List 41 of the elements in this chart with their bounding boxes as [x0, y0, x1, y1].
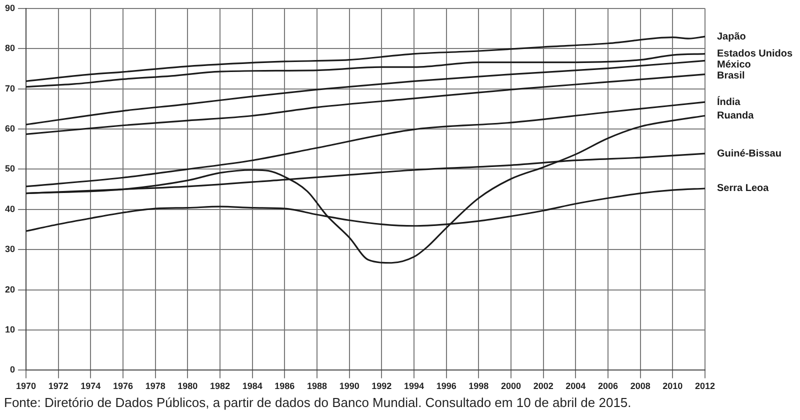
y-tick-label: 10 [4, 324, 16, 334]
series-label: Estados Unidos [717, 48, 794, 60]
x-tick-label: 1996 [436, 381, 456, 392]
x-tick-label: 2002 [533, 381, 554, 392]
x-tick-label: 2006 [598, 381, 618, 392]
x-tick-label: 1998 [468, 381, 489, 392]
y-tick-label: 40 [4, 204, 16, 214]
x-tick-label: 2008 [630, 381, 650, 392]
x-tick-label: 1986 [274, 381, 295, 392]
series-label: Brasil [717, 70, 746, 82]
y-tick-label: 90 [4, 2, 16, 13]
series-label: Guiné-Bissau [717, 148, 782, 160]
x-tick-label: 1972 [48, 381, 68, 392]
source-note: Fonte: Diretório de Dados Públicos, a partir de dados do Banco Mundial. Consultado em 10 de abril de 2015. [4, 395, 632, 410]
x-tick-label: 1974 [80, 381, 101, 392]
series-label: México [717, 60, 751, 71]
y-tick-label: 30 [4, 244, 16, 254]
y-tick-label: 80 [4, 43, 16, 54]
x-tick-label: 2012 [694, 381, 716, 392]
y-tick-label: 50 [4, 164, 16, 174]
x-tick-label: 2004 [566, 381, 586, 392]
x-tick-label: 1990 [339, 381, 360, 392]
series-label: Ruanda [717, 110, 754, 122]
x-tick-label: 1970 [16, 381, 36, 392]
x-tick-label: 2000 [500, 381, 522, 392]
y-tick-label: 60 [4, 123, 16, 134]
x-tick-label: 1982 [210, 381, 230, 392]
x-tick-label: 1976 [112, 381, 134, 392]
y-tick-label: 70 [4, 83, 16, 94]
series-label: Japão [717, 31, 746, 42]
x-tick-label: 1978 [145, 381, 166, 392]
series-label: Serra Leoa [717, 183, 770, 194]
x-tick-label: 1992 [372, 381, 392, 392]
x-tick-label: 1988 [306, 381, 328, 392]
x-tick-label: 1984 [242, 381, 262, 392]
x-tick-label: 2010 [662, 381, 683, 392]
x-tick-label: 1980 [178, 381, 198, 392]
series-label: Índia [717, 96, 741, 108]
x-tick-label: 1994 [404, 381, 424, 392]
y-tick-label: 20 [4, 284, 16, 294]
y-tick-label: 0 [10, 364, 16, 375]
